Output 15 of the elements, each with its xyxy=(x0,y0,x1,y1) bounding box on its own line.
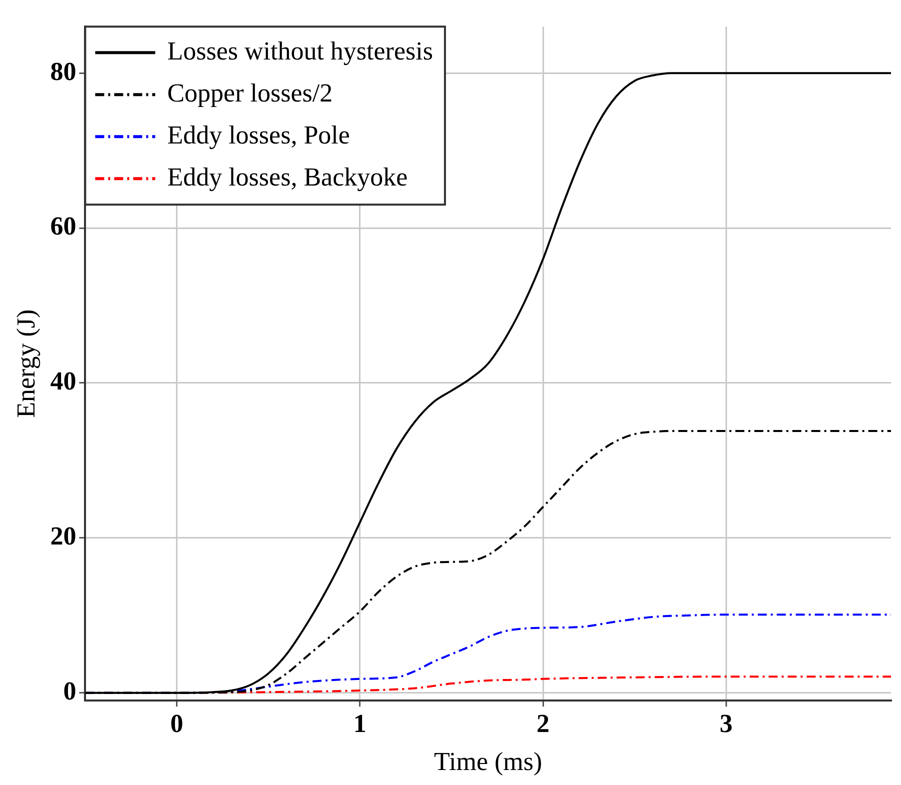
y-tick-label: 0 xyxy=(63,676,76,706)
y-axis-title: Energy (J) xyxy=(11,309,40,418)
legend-label: Eddy losses, Backyoke xyxy=(167,162,408,192)
y-tick-label: 60 xyxy=(50,212,76,241)
x-tick-label: 0 xyxy=(170,708,184,738)
legend-label: Losses without hysteresis xyxy=(167,36,433,66)
x-tick-label: 1 xyxy=(353,708,366,738)
x-tick-label: 2 xyxy=(536,708,550,738)
x-axis-title: Time (ms) xyxy=(434,747,542,776)
y-tick-label: 20 xyxy=(50,522,76,551)
y-tick-label: 40 xyxy=(50,366,76,396)
legend-label: Eddy losses, Pole xyxy=(167,120,350,150)
y-tick-label: 80 xyxy=(50,56,76,86)
legend-label: Copper losses/2 xyxy=(167,78,333,108)
x-tick-label: 3 xyxy=(720,708,733,738)
